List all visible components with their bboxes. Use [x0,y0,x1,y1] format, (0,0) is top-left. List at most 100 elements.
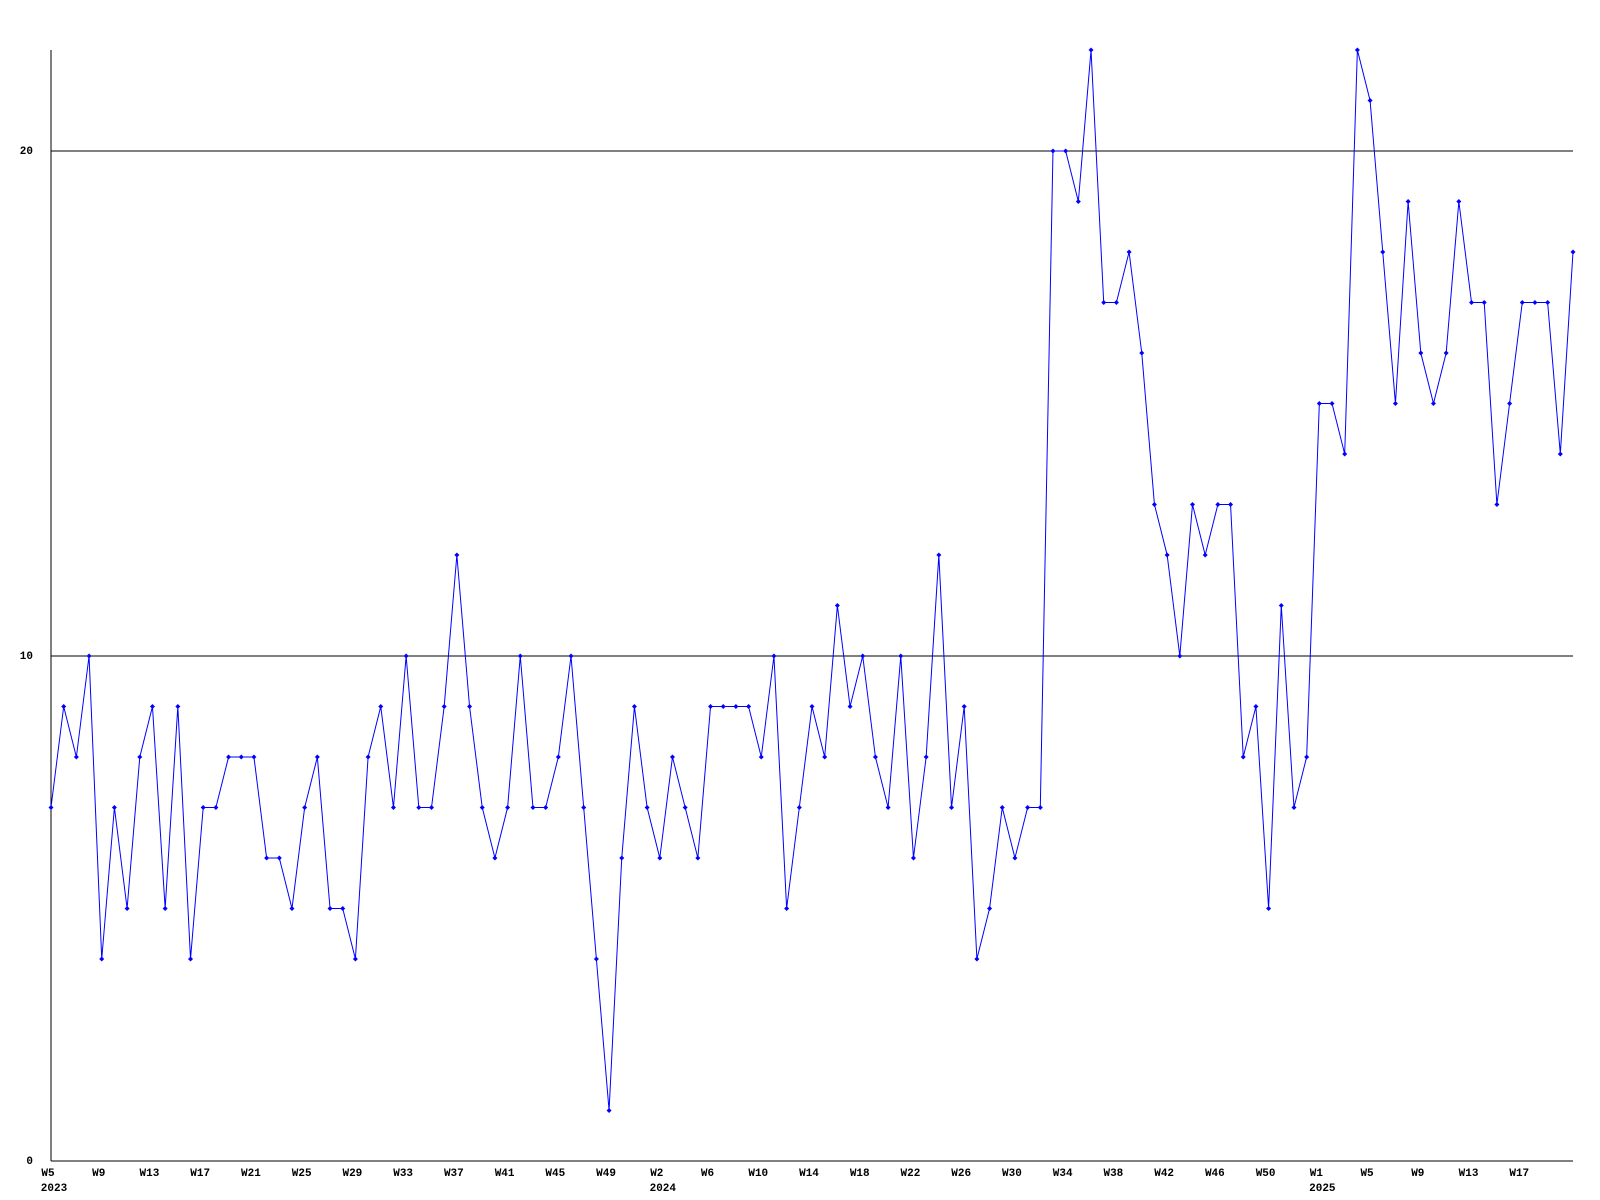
point [1430,401,1436,406]
x-tick-label: W13 [140,1168,160,1180]
point [771,653,777,659]
x-tick-label: W9 [92,1168,105,1180]
x-tick-label: W18 [850,1168,870,1180]
point [111,805,117,810]
point [961,704,967,709]
point [441,704,447,709]
point [352,956,358,962]
point [1316,401,1322,406]
point [327,906,333,911]
x-tick-label: W9 [1411,1168,1424,1180]
point [73,754,79,760]
point [1456,199,1462,204]
x-tick-label: W25 [292,1168,312,1180]
point [1469,300,1475,305]
point [1278,603,1284,608]
x-tick-label: W29 [342,1168,362,1180]
point [1443,350,1449,356]
point [1367,98,1373,103]
point [1418,350,1424,356]
x-tick-label: W5 [1360,1168,1374,1180]
x-tick-label: W26 [951,1168,971,1180]
point [1088,47,1094,53]
point [162,906,168,911]
point [581,805,587,810]
point [479,805,485,810]
point [1405,199,1411,204]
point [48,805,54,810]
point [1354,47,1360,53]
point [1380,249,1386,255]
point [505,805,511,810]
point [784,906,790,911]
x-tick-label: W13 [1459,1168,1479,1180]
x-tick-label: W42 [1154,1168,1174,1180]
point [885,805,891,810]
point [1266,906,1272,911]
point [1329,401,1335,406]
point [834,603,840,608]
point [657,855,663,861]
x-tick-label: W5 [41,1168,55,1180]
point [619,855,625,861]
x-tick-label: W6 [701,1168,714,1180]
x-tick-label: W50 [1256,1168,1276,1180]
point [1291,805,1297,810]
point [416,805,422,810]
point [530,805,536,810]
x-tick-label: W38 [1103,1168,1123,1180]
point [974,956,980,962]
x-tick-label: W17 [1509,1168,1529,1180]
point [1481,300,1487,305]
point [1037,805,1043,810]
point [1557,451,1563,457]
point [949,805,955,810]
point [1177,653,1183,659]
point [1342,451,1348,457]
y-tick-label: 20 [20,146,33,158]
point [492,855,498,861]
point [682,805,688,810]
point [1101,300,1107,305]
point [1215,502,1221,507]
point [1519,300,1525,305]
point [606,1108,612,1113]
point [238,754,244,760]
point [1228,502,1234,507]
point [99,956,105,962]
point [276,855,282,861]
point [1392,401,1398,406]
point [251,754,257,760]
point [264,855,270,861]
x-tick-label: W41 [495,1168,515,1180]
point [758,754,764,760]
point [188,956,194,962]
point [1050,148,1056,154]
point [124,906,130,911]
point [1012,855,1018,861]
point [86,653,92,659]
x-group-label: 2025 [1309,1183,1336,1195]
point [796,805,802,810]
point [1164,552,1170,558]
point [1304,754,1310,760]
point [1532,300,1538,305]
point [847,704,853,709]
line [50,49,1574,1111]
point [809,704,815,709]
y-tick-label: 0 [26,1156,33,1168]
point [720,704,726,709]
point [644,805,650,810]
x-tick-label: W22 [901,1168,921,1180]
x-tick-label: W49 [596,1168,616,1180]
point [543,805,549,810]
point [314,754,320,760]
point [860,653,866,659]
point [555,754,561,760]
point [1253,704,1259,709]
point [1126,249,1132,255]
x-tick-label: W14 [799,1168,819,1180]
point [568,653,574,659]
point [898,653,904,659]
